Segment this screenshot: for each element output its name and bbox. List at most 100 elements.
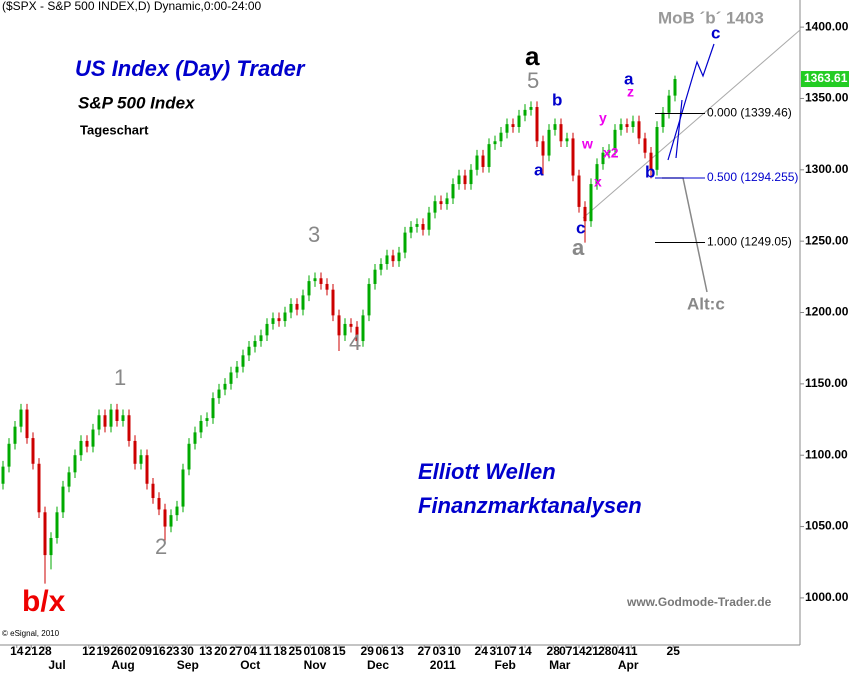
candle-body xyxy=(565,138,569,142)
candle-body xyxy=(241,355,245,367)
candle-body xyxy=(19,409,23,427)
candle-body xyxy=(211,398,215,419)
last-price-label: 1363.61 xyxy=(804,71,848,85)
candle-body xyxy=(415,224,419,227)
candle-body xyxy=(217,389,221,399)
x-tick-label: 21 xyxy=(586,644,600,658)
annotation: © eSignal, 2010 xyxy=(2,629,60,638)
candle-body xyxy=(403,232,407,253)
x-tick-label: 10 xyxy=(448,644,462,658)
x-tick-label: 28 xyxy=(38,644,52,658)
candle-body xyxy=(487,144,491,167)
candle-body xyxy=(355,326,359,342)
candle-body xyxy=(265,323,269,336)
projection-line xyxy=(667,43,715,161)
annotation: 4 xyxy=(349,330,361,355)
annotation: 1 xyxy=(114,365,126,390)
annotation: a xyxy=(624,69,634,88)
candle-body xyxy=(655,127,659,170)
candle-body xyxy=(571,138,575,176)
candle-body xyxy=(169,515,173,527)
candle-body xyxy=(247,346,251,356)
annotation: 5 xyxy=(527,68,539,93)
annotation: Alt:c xyxy=(687,294,725,313)
y-tick-label: 1050.00 xyxy=(805,519,849,533)
x-tick-label: 23 xyxy=(166,644,180,658)
candle-body xyxy=(607,149,611,153)
candle-body xyxy=(559,124,563,142)
candle-body xyxy=(163,509,167,527)
candle-body xyxy=(589,184,593,222)
x-tick-label: 25 xyxy=(289,644,303,658)
x-tick-label: 21 xyxy=(25,644,39,658)
y-tick-label: 1100.00 xyxy=(805,447,848,461)
annotation: b/x xyxy=(22,585,66,618)
candle-body xyxy=(649,152,653,170)
candle-body xyxy=(67,472,71,487)
candle-body xyxy=(385,255,389,264)
candle-body xyxy=(553,124,557,130)
candle-body xyxy=(397,252,401,262)
candle-body xyxy=(115,409,119,421)
candle-body xyxy=(97,415,101,430)
candle-body xyxy=(391,255,395,262)
x-tick-label: 24 xyxy=(475,644,489,658)
candle-body xyxy=(475,155,479,170)
annotation: c xyxy=(711,23,720,42)
x-tick-label: 07 xyxy=(559,644,573,658)
annotation: 2 xyxy=(155,534,167,559)
candle-body xyxy=(631,121,635,128)
month-label: Feb xyxy=(495,658,516,672)
candle-body xyxy=(289,303,293,313)
candle-body xyxy=(145,455,149,484)
fib-label: 0.000 (1339.46) xyxy=(707,106,792,120)
annotation: b xyxy=(552,90,562,109)
y-tick-label: 1350.00 xyxy=(805,91,849,105)
candle-body xyxy=(541,141,545,156)
candle-body xyxy=(331,289,335,316)
x-tick-label: 16 xyxy=(152,644,166,658)
candle-body xyxy=(439,201,443,205)
x-tick-label: 27 xyxy=(418,644,432,658)
candle-body xyxy=(61,486,65,513)
candle-body xyxy=(127,415,131,441)
candle-body xyxy=(619,124,623,130)
candle-body xyxy=(337,315,341,336)
x-tick-label: 11 xyxy=(625,644,638,658)
x-tick-label: 30 xyxy=(181,644,195,658)
x-tick-label: 29 xyxy=(361,644,375,658)
candle-body xyxy=(601,152,605,165)
candle-body xyxy=(181,469,185,507)
x-tick-label: 14 xyxy=(572,644,586,658)
x-tick-label: 20 xyxy=(214,644,228,658)
candle-body xyxy=(625,124,629,128)
x-tick-label: 11 xyxy=(259,644,272,658)
x-tick-label: 14 xyxy=(10,644,24,658)
candle-body xyxy=(427,212,431,230)
candle-body xyxy=(73,455,77,473)
fib-label: 0.500 (1294.255) xyxy=(707,170,798,184)
candle-body xyxy=(151,483,155,499)
x-tick-label: 25 xyxy=(667,644,681,658)
candle-body xyxy=(37,463,41,513)
candle-body xyxy=(343,323,347,336)
x-tick-label: 15 xyxy=(332,644,346,658)
candle-body xyxy=(583,206,587,222)
candle-body xyxy=(91,429,95,447)
x-tick-label: 07 xyxy=(503,644,517,658)
candle-body xyxy=(223,383,227,390)
candle-body xyxy=(139,455,143,464)
month-label: Mar xyxy=(549,658,571,672)
candle-body xyxy=(193,432,197,444)
candle-body xyxy=(55,512,59,538)
candle-body xyxy=(673,79,677,96)
annotation: US Index (Day) Trader xyxy=(75,56,306,81)
x-tick-label: 14 xyxy=(518,644,532,658)
month-label: 2011 xyxy=(430,658,456,672)
candle-body xyxy=(7,443,11,467)
x-tick-label: 02 xyxy=(124,644,138,658)
x-tick-label: 28 xyxy=(598,644,612,658)
month-label: Sep xyxy=(177,658,199,672)
projection-line xyxy=(675,99,683,159)
